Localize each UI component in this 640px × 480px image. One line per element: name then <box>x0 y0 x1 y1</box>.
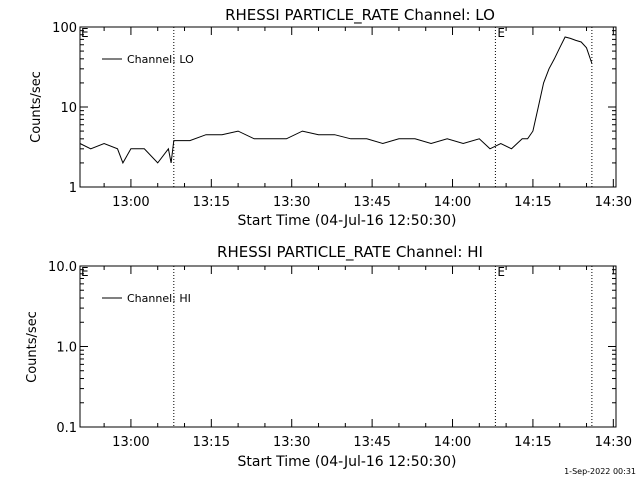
x-tick-label: 14:30 <box>595 435 632 450</box>
x-axis-label-lo: Start Time (04-Jul-16 12:50:30) <box>237 213 456 229</box>
y-tick-label: 0.1 <box>56 421 77 436</box>
event-markers-hi: E <box>173 265 593 427</box>
x-tick-label: 14:30 <box>595 195 632 210</box>
x-axis-label-hi: Start Time (04-Jul-16 12:50:30) <box>237 454 456 470</box>
y-axis-lo: 1 10 100 <box>52 21 616 196</box>
x-tick-label: 13:45 <box>353 435 390 450</box>
y-tick-label: 1 <box>69 181 77 196</box>
y-axis-hi: 0.1 1.0 10.0 <box>48 260 616 436</box>
y-axis-label-lo: Counts/sec <box>29 71 44 143</box>
panel-lo: RHESSI PARTICLE_RATE Channel: LO 110100 … <box>29 6 632 229</box>
corner-label-hi: E <box>81 265 89 279</box>
y-tick-label: 10 <box>60 101 77 116</box>
chart-title-lo: RHESSI PARTICLE_RATE Channel: LO <box>225 6 495 25</box>
series-line-lo <box>79 36 593 165</box>
x-tick-label: 13:00 <box>112 435 149 450</box>
event-markers-lo: E <box>173 26 593 187</box>
x-tick-label: 13:30 <box>273 195 310 210</box>
x-tick-label: 13:45 <box>353 195 390 210</box>
x-tick-label: 13:15 <box>193 435 230 450</box>
x-tick-label: 14:15 <box>514 435 551 450</box>
plot-frame-lo <box>79 26 617 188</box>
y-tick-label: 1.0 <box>56 341 77 356</box>
plot-frame-hi <box>79 265 617 428</box>
x-tick-label: 14:00 <box>434 435 471 450</box>
x-tick-label: 13:00 <box>112 195 149 210</box>
legend-label-lo: Channel: LO <box>127 53 194 66</box>
y-tick-label: 10.0 <box>48 260 77 275</box>
y-axis-label-hi: Counts/sec <box>25 311 40 383</box>
x-axis-hi: 13:00 13:15 13:30 13:45 14:00 14:15 14:30 <box>103 266 632 450</box>
x-tick-label: 13:15 <box>193 195 230 210</box>
legend-label-hi: Channel: HI <box>127 292 191 305</box>
corner-label-lo: E <box>81 26 89 40</box>
event-marker-label: E <box>497 26 505 40</box>
x-axis-lo: 13:00 13:15 13:30 13:45 14:00 14:15 14:30 <box>103 27 632 210</box>
x-tick-label: 14:00 <box>434 195 471 210</box>
panel-hi: RHESSI PARTICLE_RATE Channel: HI 0.1 1.0 1… <box>25 243 632 470</box>
x-tick-label: 14:15 <box>514 195 551 210</box>
footer-timestamp: 1-Sep-2022 00:31 <box>564 467 636 476</box>
x-tick-label: 13:30 <box>273 435 310 450</box>
chart-title-hi: RHESSI PARTICLE_RATE Channel: HI <box>217 243 483 262</box>
y-tick-label: 100 <box>52 21 77 36</box>
event-marker-label: E <box>497 265 505 279</box>
